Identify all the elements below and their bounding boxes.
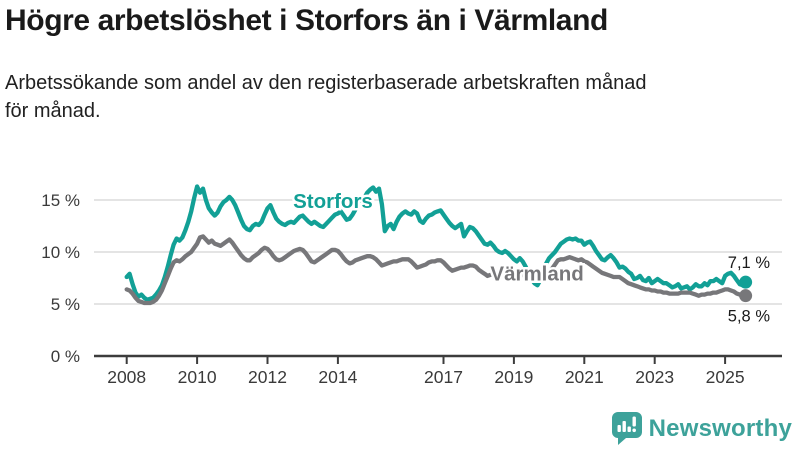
page-subtitle: Arbetssökande som andel av den registerb…	[5, 72, 647, 122]
y-tick-label-15: 15 %	[41, 191, 80, 210]
newsworthy-logo[interactable]: Newsworthy	[611, 412, 792, 445]
x-tick-label-2014: 2014	[318, 367, 357, 387]
series-labels: Storfors Värmland	[291, 187, 587, 288]
x-tick-label-2021: 2021	[565, 367, 604, 387]
y-tick-label-0: 0 %	[51, 347, 80, 366]
line-värmland	[124, 234, 748, 306]
line-storfors	[124, 184, 748, 302]
y-axis-labels: 0 % 5 % 10 % 15 %	[41, 191, 80, 366]
x-tick-label-2012: 2012	[248, 367, 287, 387]
x-tick-label-2008: 2008	[107, 367, 146, 387]
end-dot-värmland	[739, 289, 753, 303]
x-tick-label-2010: 2010	[178, 367, 217, 387]
end-annotations: 7,1 % 5,8 %	[726, 252, 773, 328]
x-tick-label-2017: 2017	[424, 367, 463, 387]
series-label-storfors: Storfors	[293, 190, 373, 213]
y-tick-label-5: 5 %	[51, 295, 80, 314]
x-tick-label-2023: 2023	[635, 367, 674, 387]
x-tick-label-2025: 2025	[706, 367, 745, 387]
end-dot-storfors	[739, 275, 753, 289]
end-value-label-storfors: 7,1 %	[728, 254, 771, 272]
y-tick-label-10: 10 %	[41, 243, 80, 262]
gridlines	[94, 199, 782, 305]
newsworthy-logo-icon	[611, 412, 642, 445]
x-axis: 2008 2010 2012 2014 2017 2019 2021 2023 2025	[94, 354, 782, 387]
series-label-värmland: Värmland	[490, 263, 583, 286]
page-title: Högre arbetslöshet i Storfors än i Värml…	[5, 4, 608, 37]
x-tick-label-2019: 2019	[494, 367, 533, 387]
newsworthy-wordmark: Newsworthy	[648, 414, 792, 442]
series-lines	[124, 184, 753, 306]
end-value-label-värmland: 5,8 %	[728, 308, 771, 326]
